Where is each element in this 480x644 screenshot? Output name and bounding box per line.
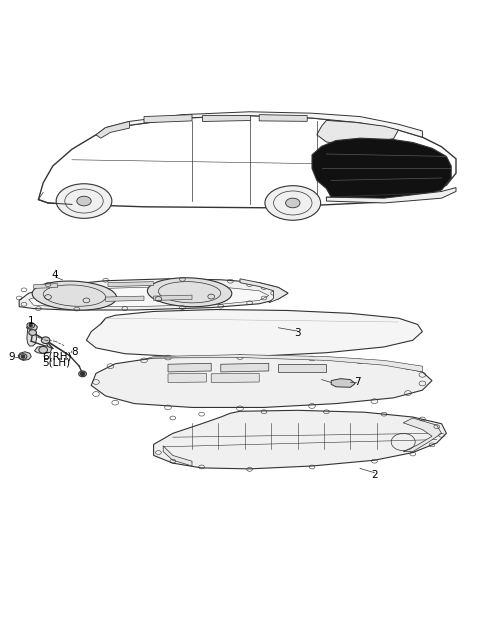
Text: 6(RH): 6(RH) (42, 352, 72, 361)
Circle shape (22, 355, 24, 358)
Polygon shape (403, 418, 442, 451)
Polygon shape (221, 363, 269, 372)
Ellipse shape (147, 278, 232, 307)
Ellipse shape (79, 371, 86, 377)
Polygon shape (96, 121, 130, 138)
Polygon shape (96, 112, 422, 137)
Polygon shape (29, 287, 269, 307)
Text: 9: 9 (8, 352, 15, 361)
Polygon shape (259, 115, 307, 121)
Ellipse shape (265, 185, 321, 220)
Polygon shape (34, 283, 58, 289)
Polygon shape (168, 374, 206, 383)
Text: 4: 4 (52, 270, 59, 280)
Text: 1: 1 (27, 316, 34, 326)
Polygon shape (35, 346, 52, 354)
Ellipse shape (32, 281, 117, 310)
Circle shape (81, 372, 84, 375)
Polygon shape (312, 138, 451, 202)
Polygon shape (18, 352, 31, 361)
Polygon shape (27, 327, 36, 346)
Polygon shape (144, 355, 422, 372)
Text: 5(LH): 5(LH) (43, 358, 71, 368)
Polygon shape (278, 365, 326, 372)
Circle shape (29, 324, 32, 327)
Ellipse shape (41, 337, 50, 344)
Polygon shape (163, 446, 192, 466)
Ellipse shape (39, 346, 48, 353)
Text: 7: 7 (354, 377, 361, 386)
Polygon shape (211, 374, 259, 383)
Polygon shape (317, 120, 398, 144)
Text: 3: 3 (294, 328, 301, 337)
Polygon shape (108, 281, 154, 287)
Ellipse shape (19, 354, 27, 359)
Ellipse shape (27, 323, 35, 328)
Ellipse shape (56, 184, 112, 218)
Polygon shape (86, 310, 422, 357)
Polygon shape (331, 379, 355, 387)
Polygon shape (326, 187, 456, 203)
Ellipse shape (77, 196, 91, 206)
Ellipse shape (29, 330, 36, 336)
Ellipse shape (286, 198, 300, 208)
Polygon shape (144, 115, 192, 123)
Polygon shape (202, 115, 250, 121)
Polygon shape (154, 295, 192, 300)
Polygon shape (154, 410, 446, 469)
Polygon shape (91, 357, 432, 408)
Polygon shape (38, 116, 456, 208)
Polygon shape (168, 363, 211, 372)
Polygon shape (19, 279, 288, 310)
Polygon shape (106, 296, 144, 301)
Text: 8: 8 (71, 346, 78, 357)
Text: 2: 2 (371, 469, 378, 480)
Polygon shape (26, 324, 37, 330)
Polygon shape (240, 279, 288, 303)
